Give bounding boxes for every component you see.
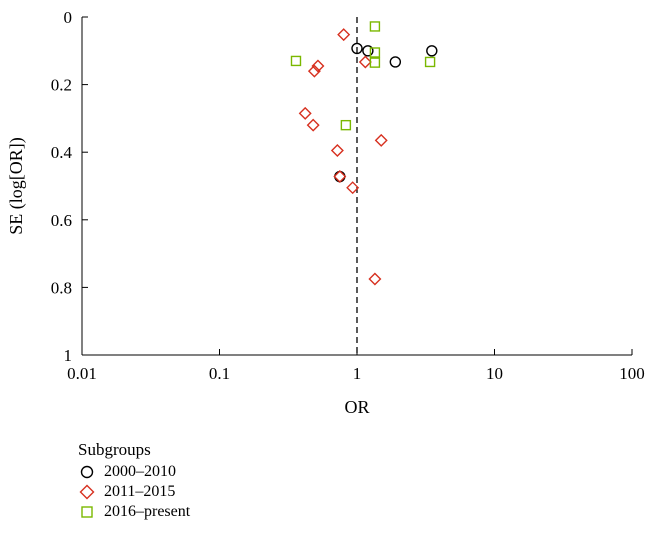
diamond-point bbox=[330, 144, 344, 157]
diamond-point bbox=[311, 59, 325, 73]
legend: Subgroups 2000–2010 2011–2015 2016–prese… bbox=[78, 440, 378, 522]
square-point bbox=[369, 57, 381, 68]
x-tick-label: 100 bbox=[619, 364, 645, 383]
y-tick-label: 0.2 bbox=[51, 76, 72, 95]
square-point bbox=[369, 21, 381, 32]
diamond-point bbox=[333, 170, 347, 184]
legend-label: 2011–2015 bbox=[104, 483, 176, 500]
square-point bbox=[369, 47, 381, 58]
legend-item-2011-2015: 2011–2015 bbox=[78, 482, 378, 502]
x-axis-title: OR bbox=[344, 397, 369, 417]
circle-point bbox=[334, 170, 346, 183]
diamond-point bbox=[298, 106, 312, 120]
circle-marker-icon bbox=[80, 465, 94, 479]
y-tick-label: 0.6 bbox=[51, 211, 72, 230]
y-tick-label: 0 bbox=[64, 8, 73, 27]
diamond-point bbox=[307, 64, 321, 78]
diamond-marker-icon bbox=[79, 484, 95, 500]
circle-point bbox=[351, 42, 363, 55]
square-marker-icon bbox=[81, 506, 93, 518]
legend-item-2000-2010: 2000–2010 bbox=[78, 462, 378, 482]
diamond-point bbox=[337, 28, 351, 42]
y-axis-title: SE (log[OR]) bbox=[6, 137, 27, 235]
square-point bbox=[424, 56, 436, 68]
x-tick-label: 0.1 bbox=[209, 364, 230, 383]
y-tick-label: 0.4 bbox=[51, 143, 73, 162]
funnel-plot: 0.01 0.1 1 10 100 0 0.2 0.4 0.6 0.8 1 OR SE (log[O… bbox=[6, 8, 645, 417]
diamond-point bbox=[346, 181, 360, 195]
x-tick-label: 0.01 bbox=[67, 364, 97, 383]
circle-point bbox=[362, 45, 374, 57]
x-tick-label: 1 bbox=[353, 364, 362, 383]
diamond-point bbox=[358, 55, 372, 69]
diamond-point bbox=[306, 118, 320, 132]
x-tick-label: 10 bbox=[486, 364, 503, 383]
legend-label: 2016–present bbox=[104, 503, 191, 520]
legend-label: 2000–2010 bbox=[104, 463, 176, 480]
data-points bbox=[290, 21, 438, 286]
legend-title: Subgroups bbox=[78, 440, 151, 459]
diamond-point bbox=[374, 133, 388, 147]
circle-point bbox=[389, 56, 402, 68]
square-point bbox=[340, 119, 352, 131]
diamond-point bbox=[368, 272, 382, 286]
square-point bbox=[290, 55, 302, 67]
y-tick-label: 1 bbox=[64, 346, 73, 365]
y-tick-label: 0.8 bbox=[51, 278, 72, 297]
circle-point bbox=[426, 45, 438, 57]
ticks: 0.01 0.1 1 10 100 0 0.2 0.4 0.6 0.8 1 bbox=[51, 8, 645, 383]
legend-item-2016-present: 2016–present bbox=[78, 502, 378, 522]
